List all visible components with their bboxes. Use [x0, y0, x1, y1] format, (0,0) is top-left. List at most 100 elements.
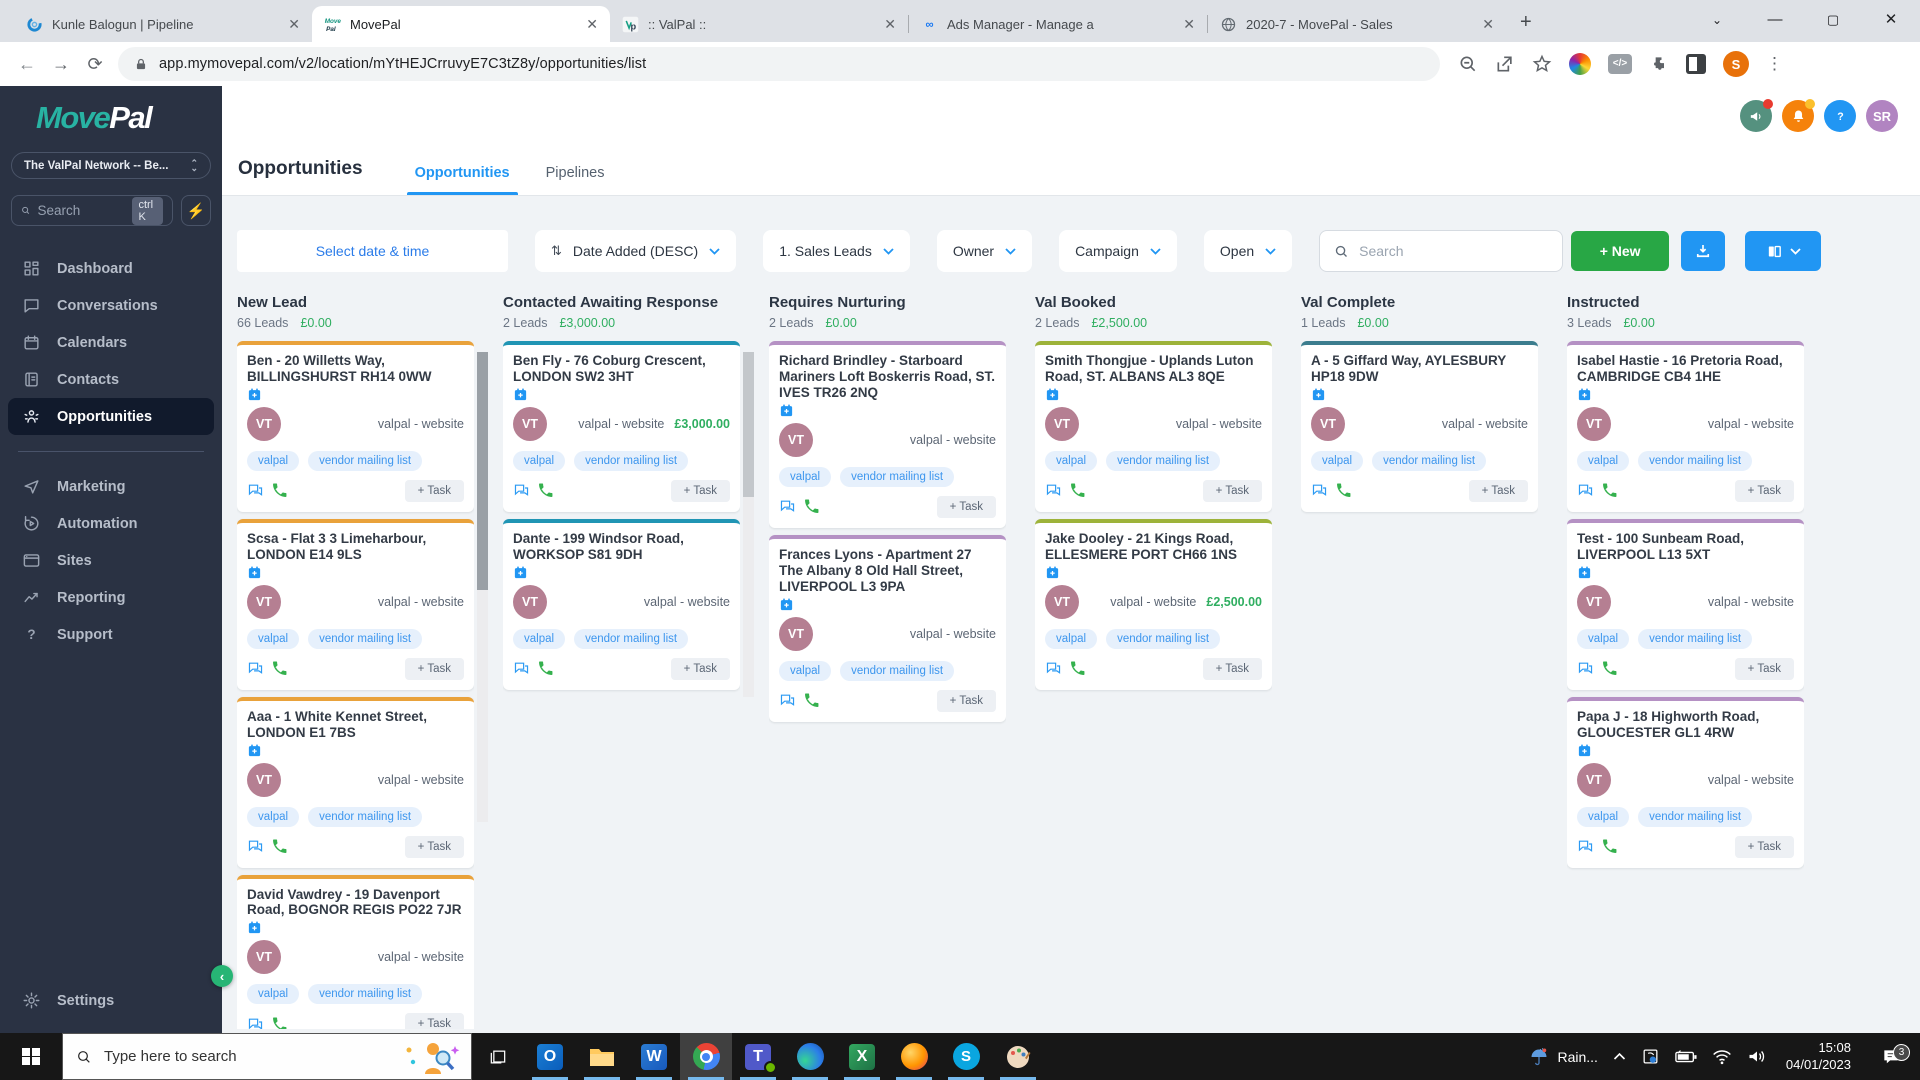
- taskbar-app-file-explorer[interactable]: [576, 1033, 628, 1080]
- lightning-icon[interactable]: ⚡: [180, 195, 211, 226]
- chat-icon[interactable]: [247, 482, 264, 499]
- browser-tab[interactable]: ∞ Ads Manager - Manage a ✕: [909, 6, 1207, 42]
- code-icon[interactable]: </>: [1608, 54, 1632, 74]
- taskbar-app-word[interactable]: W: [628, 1033, 680, 1080]
- megaphone-icon[interactable]: [1740, 99, 1773, 132]
- phone-icon[interactable]: [1601, 660, 1618, 677]
- tag-pill[interactable]: vendor mailing list: [574, 450, 689, 471]
- kebab-menu-icon[interactable]: ⋮: [1766, 54, 1783, 73]
- opportunity-card[interactable]: Aaa - 1 White Kennet Street, LONDON E1 7…: [237, 696, 474, 868]
- tag-pill[interactable]: vendor mailing list: [308, 984, 423, 1005]
- browser-tab[interactable]: p:: ValPal :: ✕: [610, 6, 908, 42]
- tab-close-icon[interactable]: ✕: [288, 15, 300, 32]
- add-task-button[interactable]: + Task: [1202, 479, 1262, 502]
- tag-pill[interactable]: vendor mailing list: [1106, 450, 1221, 471]
- puzzle-icon[interactable]: [1649, 54, 1669, 74]
- avatar[interactable]: VT: [247, 584, 281, 619]
- avatar[interactable]: VT: [1577, 584, 1611, 619]
- tag-pill[interactable]: vendor mailing list: [1106, 628, 1221, 649]
- browser-profile-avatar[interactable]: S: [1723, 51, 1749, 77]
- chat-icon[interactable]: [513, 660, 530, 677]
- phone-icon[interactable]: [537, 482, 554, 499]
- pipeline-dropdown[interactable]: 1. Sales Leads: [763, 230, 910, 272]
- sidebar-item-dashboard[interactable]: Dashboard: [8, 250, 214, 287]
- tag-pill[interactable]: valpal: [247, 806, 300, 827]
- calendar-plus-icon[interactable]: [779, 597, 794, 612]
- zoom-out-icon[interactable]: [1458, 54, 1478, 74]
- export-button[interactable]: [1681, 231, 1726, 271]
- chat-icon[interactable]: [779, 692, 796, 709]
- phone-icon[interactable]: [537, 660, 554, 677]
- date-range-button[interactable]: Select date & time: [237, 230, 508, 272]
- opportunity-search[interactable]: [1319, 230, 1564, 272]
- owner-dropdown[interactable]: Owner: [936, 230, 1033, 272]
- chat-icon[interactable]: [247, 1016, 264, 1029]
- browser-tab[interactable]: 2020-7 - MovePal - Sales ✕: [1208, 6, 1506, 42]
- forward-icon[interactable]: →: [52, 53, 70, 74]
- status-dropdown[interactable]: Open: [1203, 230, 1293, 272]
- tag-pill[interactable]: valpal: [1311, 450, 1364, 471]
- tab-opportunities[interactable]: Opportunities: [406, 165, 518, 195]
- tab-close-icon[interactable]: ✕: [586, 15, 598, 32]
- tab-search-chevron-icon[interactable]: ⌄: [1711, 13, 1723, 27]
- phone-icon[interactable]: [1335, 482, 1352, 499]
- maximize-icon[interactable]: ▢: [1826, 12, 1840, 27]
- calendar-plus-icon[interactable]: [247, 565, 262, 580]
- tag-pill[interactable]: vendor mailing list: [840, 660, 955, 681]
- sidebar-search[interactable]: ctrl K: [11, 195, 173, 226]
- tag-pill[interactable]: valpal: [779, 660, 832, 681]
- calendar-plus-icon[interactable]: [1045, 387, 1060, 402]
- task-view-icon[interactable]: [472, 1033, 524, 1080]
- phone-icon[interactable]: [1601, 482, 1618, 499]
- phone-icon[interactable]: [1069, 660, 1086, 677]
- add-task-button[interactable]: + Task: [1734, 657, 1794, 680]
- taskbar-app-chrome[interactable]: [680, 1033, 732, 1080]
- tag-pill[interactable]: vendor mailing list: [1638, 806, 1753, 827]
- sidebar-item-calendars[interactable]: Calendars: [8, 324, 214, 361]
- tag-pill[interactable]: valpal: [1577, 628, 1630, 649]
- user-avatar[interactable]: SR: [1866, 100, 1898, 132]
- tag-pill[interactable]: valpal: [1045, 628, 1098, 649]
- calendar-plus-icon[interactable]: [1311, 387, 1326, 402]
- minimize-icon[interactable]: —: [1767, 11, 1783, 28]
- phone-icon[interactable]: [1069, 482, 1086, 499]
- phone-icon[interactable]: [271, 838, 288, 855]
- address-bar[interactable]: app.mymovepal.com/v2/location/mYtHEJCrru…: [118, 47, 1440, 81]
- chat-icon[interactable]: [1311, 482, 1328, 499]
- taskbar-clock[interactable]: 15:08 04/01/2023: [1786, 1040, 1851, 1074]
- taskbar-search-input[interactable]: [104, 1048, 334, 1065]
- calendar-plus-icon[interactable]: [513, 565, 528, 580]
- sidebar-collapse-button[interactable]: ‹: [211, 965, 233, 987]
- windows-start-icon[interactable]: [0, 1033, 62, 1080]
- scrollbar-thumb[interactable]: [477, 352, 488, 590]
- tab-close-icon[interactable]: ✕: [1183, 15, 1195, 32]
- calendar-plus-icon[interactable]: [513, 387, 528, 402]
- opportunity-card[interactable]: Jake Dooley - 21 Kings Road, ELLESMERE P…: [1035, 518, 1272, 690]
- avatar[interactable]: VT: [247, 762, 281, 797]
- sidebar-item-reporting[interactable]: Reporting: [8, 579, 214, 616]
- opportunity-card[interactable]: Frances Lyons - Apartment 27 The Albany …: [769, 534, 1006, 722]
- calendar-plus-icon[interactable]: [247, 387, 262, 402]
- add-task-button[interactable]: + Task: [1468, 479, 1528, 502]
- calendar-plus-icon[interactable]: [1577, 387, 1592, 402]
- avatar[interactable]: VT: [779, 616, 813, 651]
- tab-close-icon[interactable]: ✕: [884, 15, 896, 32]
- add-task-button[interactable]: + Task: [404, 479, 464, 502]
- phone-icon[interactable]: [271, 482, 288, 499]
- add-task-button[interactable]: + Task: [1734, 479, 1794, 502]
- chat-icon[interactable]: [1577, 482, 1594, 499]
- calendar-plus-icon[interactable]: [1045, 565, 1060, 580]
- opportunity-card[interactable]: Smith Thongjue - Uplands Luton Road, ST.…: [1035, 341, 1272, 512]
- avatar[interactable]: VT: [779, 422, 813, 457]
- tag-pill[interactable]: valpal: [1577, 806, 1630, 827]
- avatar[interactable]: VT: [513, 406, 547, 441]
- opportunity-card[interactable]: Ben - 20 Willetts Way, BILLINGSHURST RH1…: [237, 341, 474, 512]
- tag-pill[interactable]: vendor mailing list: [308, 628, 423, 649]
- tag-pill[interactable]: valpal: [247, 984, 300, 1005]
- add-task-button[interactable]: + Task: [404, 657, 464, 680]
- opportunity-card[interactable]: Richard Brindley - Starboard Mariners Lo…: [769, 341, 1006, 528]
- add-task-button[interactable]: + Task: [936, 495, 996, 518]
- calendar-plus-icon[interactable]: [247, 743, 262, 758]
- tab-close-icon[interactable]: ✕: [1482, 15, 1494, 32]
- phone-icon[interactable]: [803, 692, 820, 709]
